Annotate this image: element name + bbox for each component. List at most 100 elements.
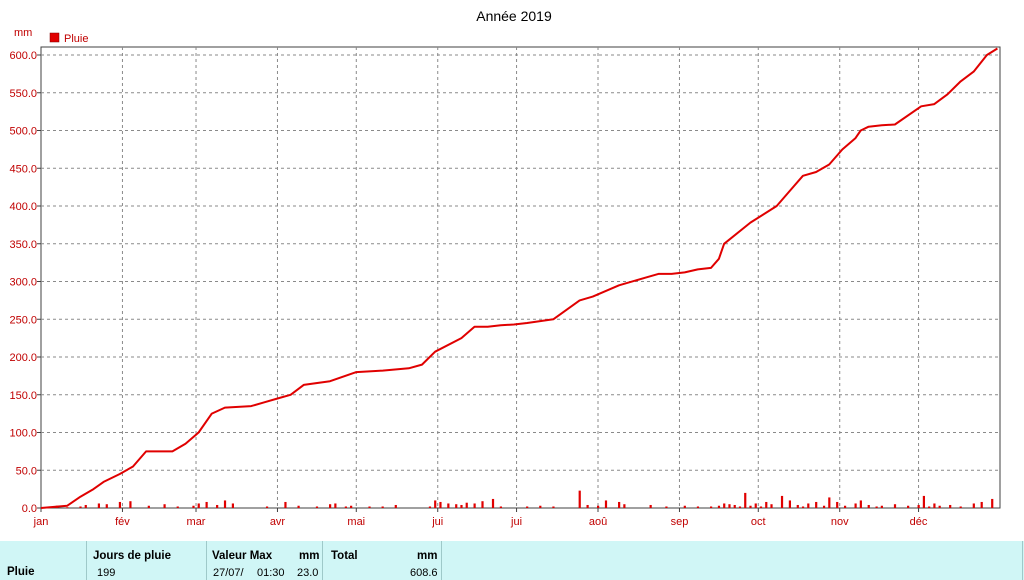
daily-rain-bar xyxy=(649,504,652,508)
y-axis-unit: mm xyxy=(14,27,32,39)
x-tick-label: jui xyxy=(431,516,443,528)
daily-rain-bar xyxy=(770,504,773,508)
daily-rain-bar xyxy=(723,503,726,508)
daily-rain-bar xyxy=(473,503,476,508)
daily-rain-bar xyxy=(334,503,337,508)
daily-rain-bar xyxy=(893,504,897,508)
daily-rain-bar xyxy=(428,506,432,508)
daily-rain-bar xyxy=(368,506,371,508)
daily-rain-bar xyxy=(284,501,287,508)
daily-rain-bar xyxy=(738,506,742,508)
daily-rain-bar xyxy=(733,504,736,508)
daily-rain-bar xyxy=(683,505,686,508)
daily-rain-bar xyxy=(84,504,87,508)
summary-rain-days: Jours de pluie 199 xyxy=(87,541,206,580)
y-tick-label: 200.0 xyxy=(9,352,37,364)
y-tick-label: 550.0 xyxy=(9,88,37,100)
daily-rain-bar xyxy=(917,504,920,508)
max-header: Valeur Max xyxy=(212,550,273,562)
total-header: Total xyxy=(331,550,358,562)
daily-rain-bar xyxy=(499,506,502,508)
daily-rain-bar xyxy=(836,501,839,508)
daily-rain-bar xyxy=(828,497,831,508)
daily-rain-bar xyxy=(192,505,195,508)
daily-rain-bar xyxy=(481,501,484,508)
y-tick-label: 300.0 xyxy=(9,277,37,289)
total-unit: mm xyxy=(417,550,438,562)
plot-area xyxy=(40,46,1001,509)
daily-rain-bar xyxy=(854,503,857,508)
x-tick-label: fév xyxy=(115,516,130,528)
daily-rain-bars xyxy=(47,490,994,508)
daily-rain-bar xyxy=(578,490,581,508)
daily-rain-bar xyxy=(552,506,555,508)
daily-rain-bar xyxy=(434,500,437,508)
daily-rain-bar xyxy=(176,506,179,508)
daily-rain-bar xyxy=(754,503,757,508)
daily-rain-bar xyxy=(394,504,397,508)
daily-rain-bar xyxy=(623,504,626,508)
daily-rain-bar xyxy=(759,506,763,508)
daily-rain-bar xyxy=(344,506,347,508)
daily-rain-bar xyxy=(717,505,721,508)
summary-row-label: Pluie xyxy=(0,541,86,580)
daily-rain-bar xyxy=(97,503,101,508)
max-unit: mm xyxy=(299,550,320,562)
daily-rain-bar xyxy=(197,503,200,508)
daily-rain-bar xyxy=(843,505,847,508)
x-tick-label: oct xyxy=(751,516,766,528)
daily-rain-bar xyxy=(460,504,463,508)
daily-rain-bar xyxy=(867,504,870,508)
rain-days-header: Jours de pluie xyxy=(93,550,171,562)
y-tick-label: 100.0 xyxy=(9,428,37,440)
rain-days-value: 199 xyxy=(97,567,116,579)
y-tick-label: 450.0 xyxy=(9,163,37,175)
cumulative-rain-series xyxy=(40,47,998,509)
daily-rain-bar xyxy=(796,504,799,508)
daily-rain-bar xyxy=(66,507,69,508)
daily-rain-bar xyxy=(922,495,926,508)
daily-rain-bar xyxy=(223,500,227,508)
legend-swatch xyxy=(49,32,60,43)
x-axis: jan fév mar avr mai jui jui aoû sep oct nov déc xyxy=(33,508,928,528)
daily-rain-bar xyxy=(381,506,384,508)
y-tick-label: 400.0 xyxy=(9,201,37,213)
cumulative-rain-line xyxy=(40,47,998,509)
daily-rain-bar xyxy=(586,504,589,508)
daily-rain-bar xyxy=(938,505,941,508)
chart-title: Année 2019 xyxy=(476,8,552,24)
daily-rain-bar xyxy=(991,498,994,508)
daily-rain-bar xyxy=(749,505,752,508)
summary-total: Total mm 608.6 xyxy=(323,541,441,580)
grid xyxy=(41,47,1000,508)
daily-rain-bar xyxy=(539,505,542,508)
daily-rain-bar xyxy=(455,504,458,508)
x-tick-label: jui xyxy=(510,516,522,528)
daily-rain-bar xyxy=(329,504,332,508)
daily-rain-bar xyxy=(696,506,700,508)
daily-rain-bar xyxy=(231,503,234,508)
y-tick-label: 50.0 xyxy=(16,465,37,477)
daily-rain-bar xyxy=(216,504,219,508)
daily-rain-bar xyxy=(526,506,529,508)
daily-rain-bar xyxy=(780,495,784,508)
summary-series-name: Pluie xyxy=(7,566,35,578)
daily-rain-bar xyxy=(447,503,450,508)
daily-rain-bar xyxy=(928,506,931,508)
y-tick-label: 350.0 xyxy=(9,239,37,251)
y-tick-label: 0.0 xyxy=(22,503,37,515)
daily-rain-bar xyxy=(205,501,208,508)
daily-rain-bar xyxy=(933,503,936,508)
x-tick-label: avr xyxy=(270,516,286,528)
daily-rain-bar xyxy=(118,501,122,508)
legend-label: Pluie xyxy=(64,33,88,45)
daily-rain-bar xyxy=(815,501,818,508)
x-tick-label: jan xyxy=(33,516,49,528)
y-tick-label: 600.0 xyxy=(9,50,37,62)
y-tick-label: 500.0 xyxy=(9,126,37,138)
max-value: 23.0 xyxy=(297,567,319,579)
total-value: 608.6 xyxy=(410,567,438,579)
daily-rain-bar xyxy=(807,503,810,508)
x-tick-label: nov xyxy=(831,516,849,528)
x-tick-label: sep xyxy=(671,516,689,528)
